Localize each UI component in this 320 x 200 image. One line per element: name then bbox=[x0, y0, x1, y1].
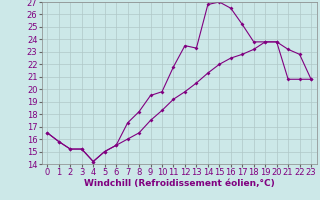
X-axis label: Windchill (Refroidissement éolien,°C): Windchill (Refroidissement éolien,°C) bbox=[84, 179, 275, 188]
